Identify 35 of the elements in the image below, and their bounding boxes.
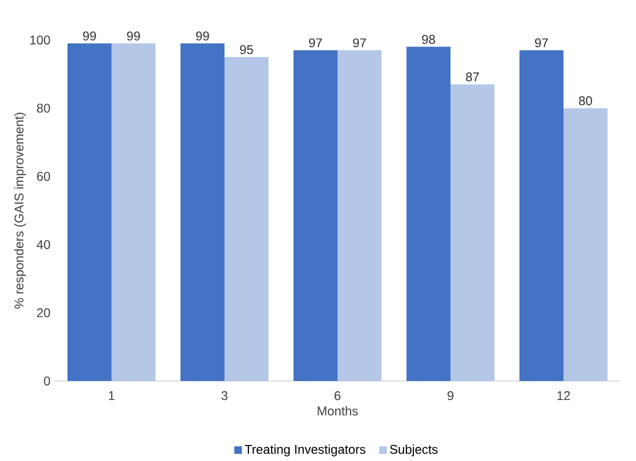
bar [224, 57, 268, 382]
data-label: 99 [127, 32, 140, 40]
data-label: 99 [83, 32, 96, 40]
data-label: 99 [196, 32, 209, 40]
y-tick-label: 80 [36, 104, 50, 113]
y-tick-label: 60 [37, 172, 50, 181]
bar [519, 50, 564, 382]
data-label: 87 [466, 72, 479, 82]
bar [180, 43, 224, 382]
y-axis-title: % responders (GAIS improvement) [14, 112, 26, 309]
legend-label: Treating Investigators [244, 444, 366, 456]
x-tick-label: 6 [334, 391, 340, 400]
x-tick-label: 9 [448, 391, 454, 400]
legend-label: Subjects [390, 444, 438, 456]
bar [68, 43, 112, 382]
x-tick-label: 12 [557, 391, 570, 400]
x-tick-label: 1 [108, 391, 114, 400]
bar [112, 43, 156, 382]
data-label: 97 [535, 38, 548, 48]
data-label: 97 [309, 38, 322, 48]
data-label: 98 [422, 34, 435, 44]
data-label: 95 [240, 45, 254, 54]
data-label: 80 [578, 96, 592, 106]
bar [293, 50, 338, 382]
y-tick-label: 20 [37, 308, 50, 318]
bar [563, 108, 608, 382]
bar [450, 84, 494, 382]
y-tick-label: 40 [36, 240, 50, 250]
bar [406, 46, 450, 382]
y-tick-label: 100 [30, 36, 50, 44]
x-axis-title: Months [318, 406, 358, 416]
bar [338, 50, 382, 382]
x-tick-label: 3 [221, 391, 228, 400]
data-label: 97 [353, 38, 366, 48]
y-tick-label: 0 [44, 376, 50, 386]
